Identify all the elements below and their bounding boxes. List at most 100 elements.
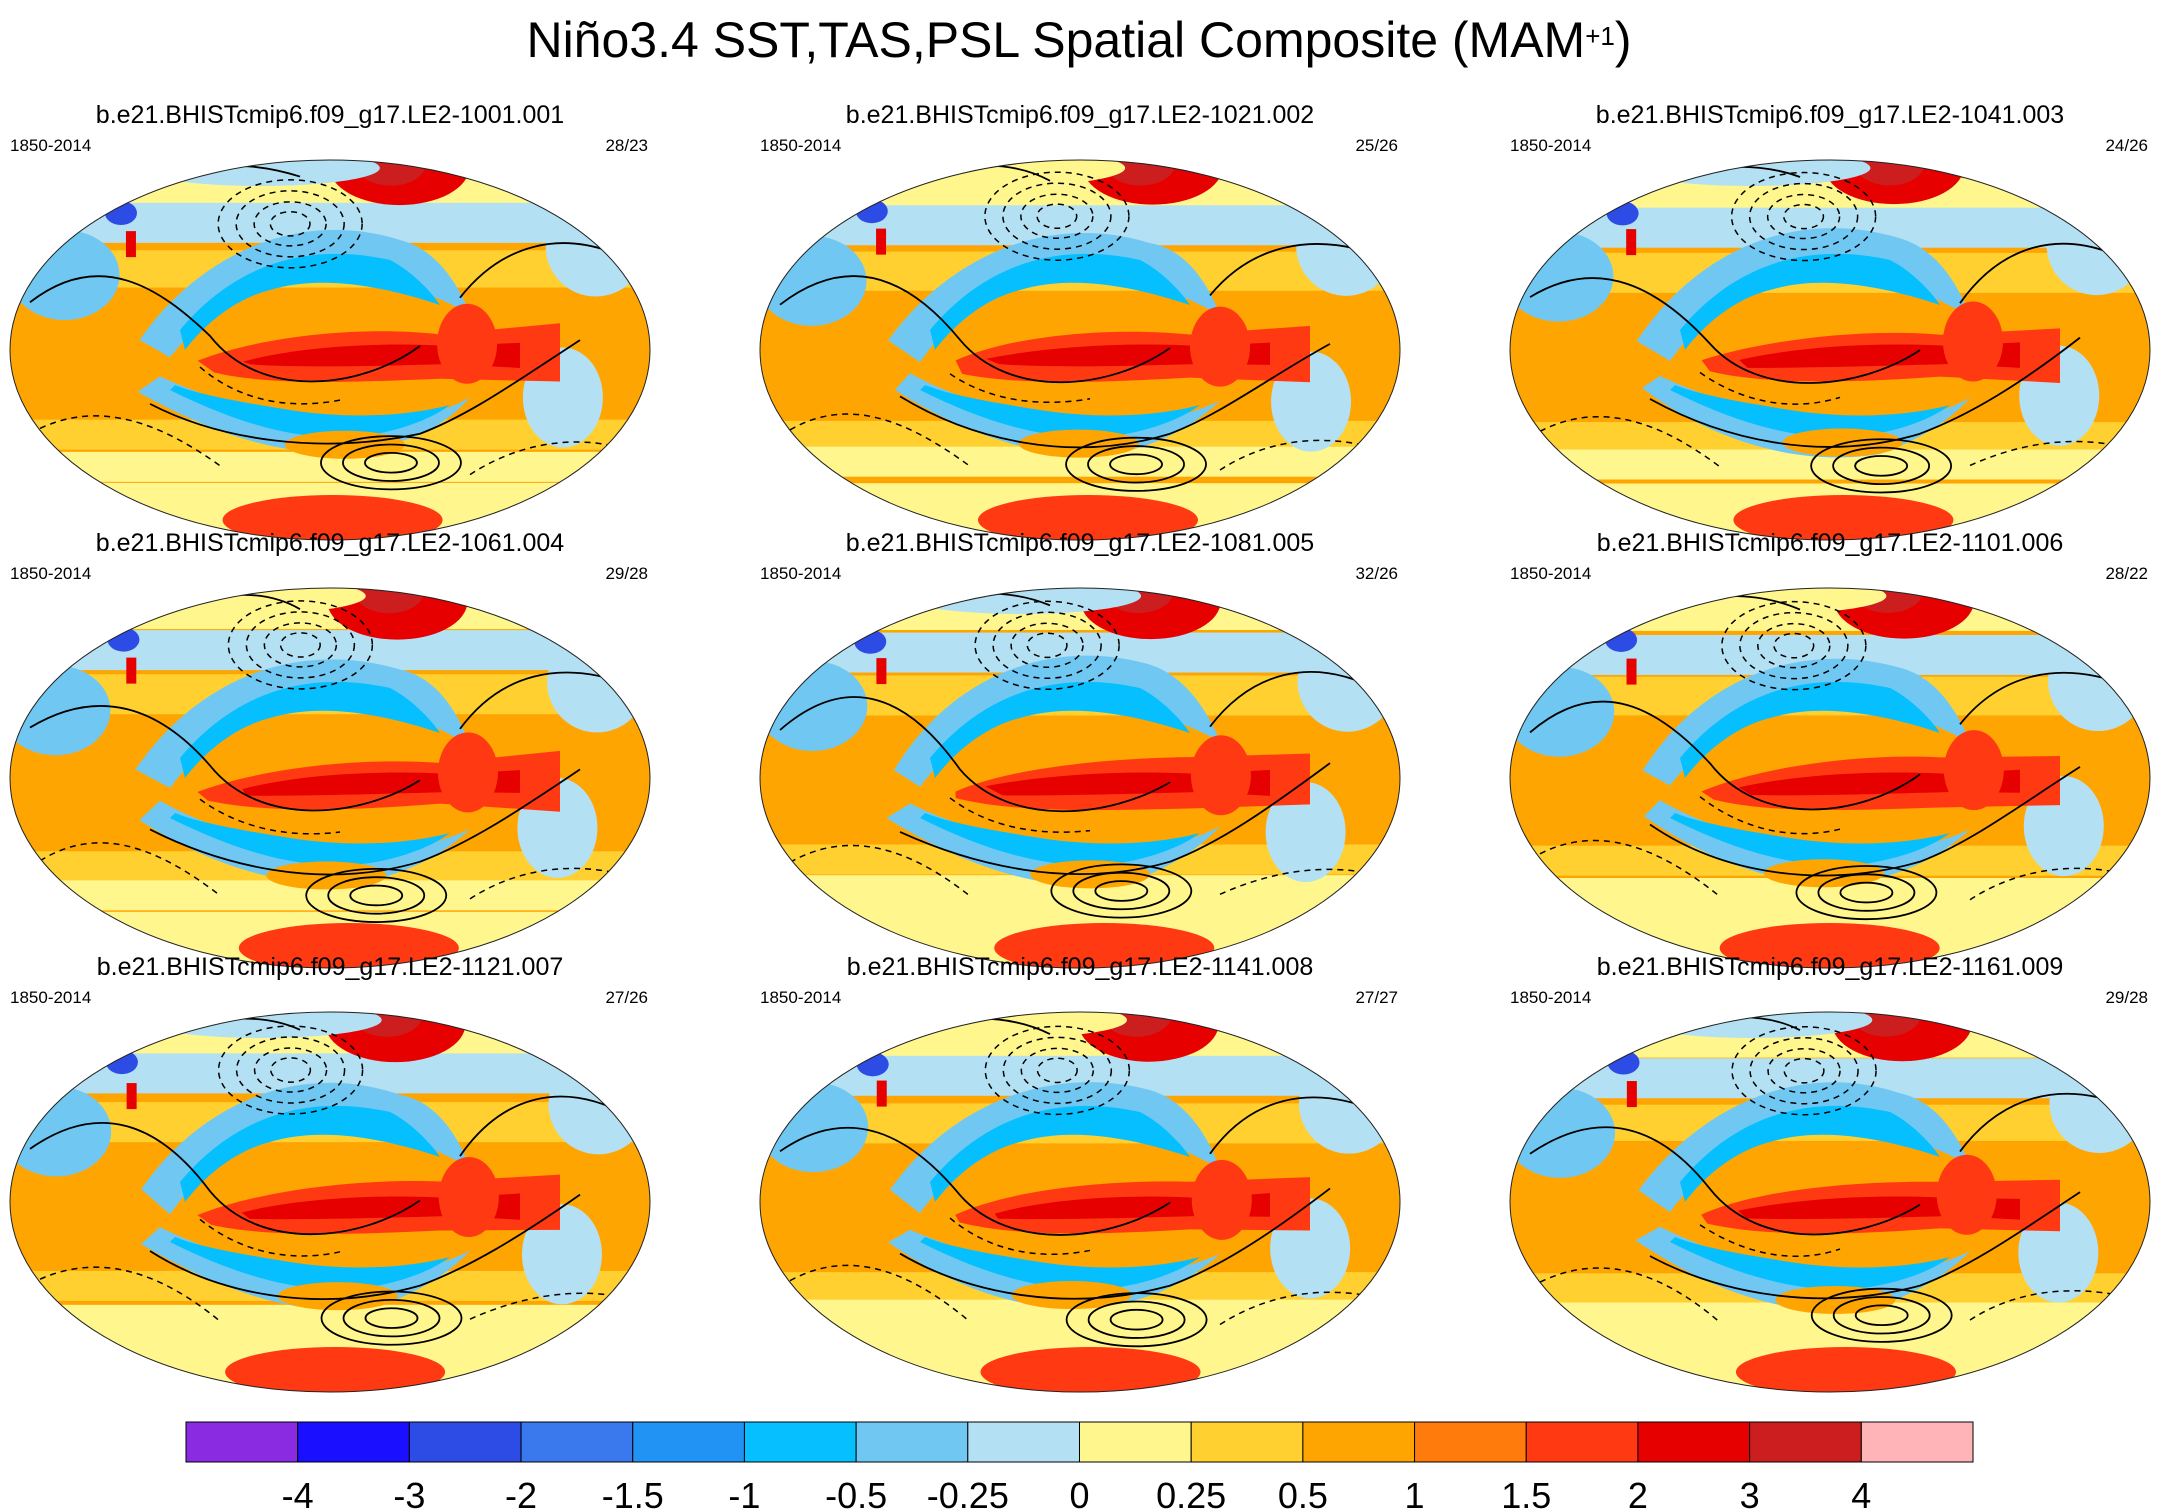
psl-contour-negative [1748, 182, 1859, 251]
psl-contour-negative [1020, 193, 1094, 239]
main-title-superscript: +1 [1585, 21, 1615, 51]
composite-map [1509, 1011, 2151, 1393]
panel-years-label: 1850-2014 [10, 988, 92, 1007]
colorbar-box [967, 1421, 1080, 1463]
psl-contour-negative [253, 1047, 328, 1093]
anomaly-band [1510, 178, 2150, 209]
psl-contour-positive [899, 762, 1331, 876]
warm-anomaly-spot [1626, 229, 1637, 256]
colorbar-tick-label: 2 [1628, 1475, 1648, 1511]
warm-anomaly-spot [126, 1083, 137, 1110]
psl-contour-negative [1539, 415, 1721, 468]
cold-anomaly-core [930, 681, 1190, 778]
composite-map [9, 587, 651, 969]
psl-contour-negative [1721, 600, 1867, 691]
panel-years-label: 1850-2014 [1510, 988, 1592, 1007]
cold-anomaly-core [170, 813, 450, 866]
psl-contour-negative [39, 842, 221, 897]
panel-title: b.e21.BHISTcmip6.f09_g17.LE2-1061.004 [95, 529, 565, 557]
cold-anomaly [888, 1229, 1220, 1309]
psl-contour-negative [1699, 1224, 1841, 1258]
psl-contour-positive [1854, 1304, 1909, 1327]
main-title-text: Niño3.4 SST,TAS,PSL Spatial Composite (M… [526, 12, 1586, 68]
psl-contour-positive [1839, 881, 1894, 904]
psl-contour-positive [1810, 438, 1953, 494]
warm-anomaly [1011, 1281, 1132, 1310]
colorbar-tick-label: 1 [1405, 1475, 1425, 1511]
psl-contour-negative [1749, 1036, 1859, 1105]
psl-contour-positive [364, 1307, 419, 1329]
psl-contour-negative [1002, 1036, 1113, 1105]
warm-anomaly [1942, 301, 2003, 382]
panel-count-ratio: 28/22 [2105, 564, 2148, 583]
psl-contour-negative [1036, 203, 1078, 230]
psl-contour-positive [1832, 1296, 1931, 1335]
psl-contour-negative [1757, 622, 1831, 669]
psl-contour-positive [349, 884, 404, 907]
psl-contour-positive [364, 451, 418, 474]
anomaly-band [1510, 1140, 2150, 1181]
composite-map [759, 587, 1401, 969]
psl-contour-negative [1731, 1025, 1877, 1116]
colorbar-box [855, 1421, 969, 1463]
panel-years-label: 1850-2014 [760, 988, 842, 1007]
cold-anomaly-core [180, 681, 440, 778]
warm-anomaly [1719, 923, 1940, 968]
anomaly-patch [1646, 588, 1887, 614]
psl-contour-positive [1795, 865, 1938, 921]
psl-contour-negative [992, 611, 1102, 680]
psl-contour-positive [1649, 766, 2081, 877]
anomaly-band [760, 720, 1400, 761]
psl-contour-positive [1072, 871, 1171, 911]
panel-years-label: 1850-2014 [760, 136, 842, 155]
map-border [1509, 1011, 2151, 1393]
colorbar-box [632, 1421, 745, 1463]
anomaly-patch [1298, 1053, 1399, 1154]
psl-contour-positive [342, 443, 440, 482]
colorbar-box [297, 1421, 410, 1463]
colorbar-tick-label: -1 [728, 1475, 760, 1511]
colorbar-tick-label: 1.5 [1501, 1475, 1551, 1511]
anomaly-patch [10, 665, 111, 756]
warm-anomaly [238, 923, 459, 968]
cold-anomaly-core [920, 1237, 1200, 1290]
psl-contour-negative [1010, 622, 1084, 669]
map-border [1509, 159, 2151, 541]
warm-anomaly [284, 430, 405, 459]
map-panel: b.e21.BHISTcmip6.f09_g17.LE2-1041.003 185… [1500, 100, 2158, 541]
cold-anomaly [1643, 800, 1970, 884]
cold-anomaly-core [180, 1105, 440, 1202]
colorbar-tick-label: -0.5 [825, 1475, 887, 1511]
anomaly-patch [1510, 1087, 1616, 1178]
composite-map [9, 159, 651, 541]
panel-count-ratio: 28/23 [605, 136, 648, 155]
warm-anomaly-spot [125, 231, 136, 258]
psl-contour-negative [270, 1057, 312, 1083]
psl-contour-negative [1730, 171, 1877, 262]
cold-anomaly-core [920, 385, 1200, 438]
map-panel: b.e21.BHISTcmip6.f09_g17.LE2-1121.007 185… [0, 952, 660, 1393]
cold-anomaly-core [930, 253, 1190, 350]
cold-anomaly-spot [854, 629, 887, 654]
psl-contour-negative [789, 1264, 971, 1323]
psl-contour-negative [789, 844, 971, 897]
main-title-closing: ) [1614, 12, 1632, 68]
composite-map [759, 1011, 1401, 1393]
panel-title: b.e21.BHISTcmip6.f09_g17.LE2-1141.008 [846, 953, 1314, 981]
psl-contour-positive [29, 275, 421, 383]
panel-years-label: 1850-2014 [10, 564, 92, 583]
map-border [9, 1011, 651, 1393]
psl-contour-negative [269, 210, 311, 237]
panel-count-ratio: 32/26 [1355, 564, 1398, 583]
psl-contour-positive [1529, 1126, 1921, 1236]
cold-anomaly-core [180, 253, 440, 350]
cold-anomaly-core [1670, 385, 1950, 438]
warm-anomaly-spot [876, 1080, 887, 1107]
cold-anomaly-core [1680, 253, 1940, 350]
map-panel: b.e21.BHISTcmip6.f09_g17.LE2-1081.005 185… [750, 528, 1410, 969]
warm-anomaly [277, 1282, 398, 1311]
map-border [9, 159, 651, 541]
composite-map [1509, 587, 2151, 969]
psl-contour-positive [1810, 1287, 1953, 1343]
cold-anomaly-core [930, 1105, 1190, 1202]
